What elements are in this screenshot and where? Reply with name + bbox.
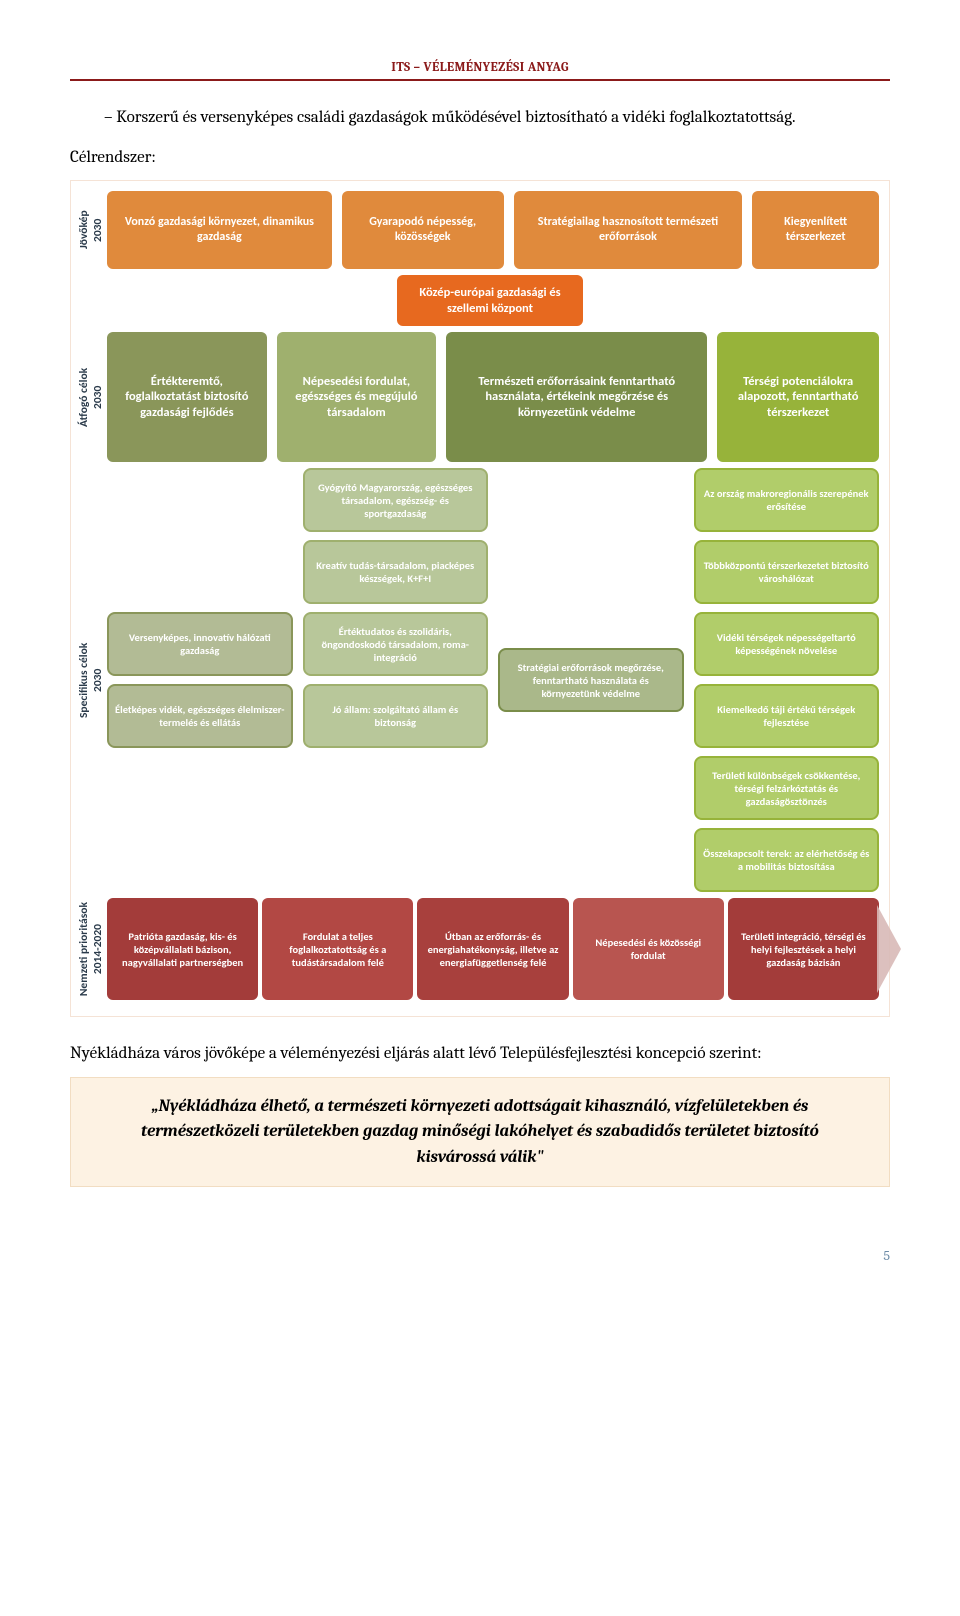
atfogo-box: Természeti erőforrásaink fenntartható ha… [446, 332, 707, 462]
page-number: 5 [70, 1247, 890, 1264]
specifikus-box: Többközpontú térszerkezetet biztosító vá… [694, 540, 880, 604]
specifikus-box: Kreatív tudás-társadalom, piacképes kész… [303, 540, 489, 604]
specifikus-box: Összekapcsolt terek: az elérhetőség és a… [694, 828, 880, 892]
specifikus-column: Versenyképes, innovatív hálózati gazdasá… [107, 468, 293, 892]
after-diagram-text: Nyékládháza város jövőképe a véleményezé… [70, 1041, 890, 1067]
row-label-atfogo: Átfogó célok 2030 [75, 332, 107, 462]
prior-box: Népesedési és közösségi fordulat [573, 898, 724, 1000]
celrendszer-diagram: Jövőkép 2030 Vonzó gazdasági környezet, … [70, 180, 890, 1017]
row-prioritasok: Nemzeti prioritások 2014-2020 Patrióta g… [75, 898, 879, 1000]
prior-box: Területi integráció, térségi és helyi fe… [728, 898, 879, 1000]
arrow-tip [877, 905, 901, 993]
row-jovokep: Jövőkép 2030 Vonzó gazdasági környezet, … [75, 191, 879, 269]
celrendszer-label: Célrendszer: [70, 145, 890, 171]
bullet-item: Korszerű és versenyképes családi gazdasá… [104, 105, 890, 131]
page-header: ITS – VÉLEMÉNYEZÉSI ANYAG [70, 60, 890, 75]
specifikus-box: Versenyképes, innovatív hálózati gazdasá… [107, 612, 293, 676]
specifikus-box: Jó állam: szolgáltató állam és biztonság [303, 684, 489, 748]
specifikus-box: Kiemelkedő táji értékű térségek fejleszt… [694, 684, 880, 748]
row-label-specifikus: Specifikus célok 2030 [75, 468, 107, 892]
prior-box: Patrióta gazdaság, kis- és középvállalat… [107, 898, 258, 1000]
bullet-list: Korszerű és versenyképes családi gazdasá… [104, 105, 890, 131]
highlight-quote: „Nyékládháza élhető, a természeti környe… [70, 1077, 890, 1188]
jovokep-box: Vonzó gazdasági környezet, dinamikus gaz… [107, 191, 332, 269]
specifikus-box: Értéktudatos és szolidáris, öngondoskodó… [303, 612, 489, 676]
specifikus-box: Életképes vidék, egészséges élelmiszer-t… [107, 684, 293, 748]
jovokep-box: Kiegyenlített térszerkezet [752, 191, 879, 269]
prior-box: Útban az erőforrás- és energiahatékonysá… [417, 898, 568, 1000]
specifikus-box: Stratégiai erőforrások megőrzése, fennta… [498, 648, 684, 712]
specifikus-box: Az ország makroregionális szerepének erő… [694, 468, 880, 532]
specifikus-box: Vidéki térségek népességeltartó képesség… [694, 612, 880, 676]
specifikus-column: Az ország makroregionális szerepének erő… [694, 468, 880, 892]
jovokep-box: Gyarapodó népesség, közösségek [342, 191, 504, 269]
jovokep-box: Stratégiailag hasznosított természeti er… [514, 191, 743, 269]
specifikus-column: Gyógyító Magyarország, egészséges társad… [303, 468, 489, 892]
specifikus-box: Területi különbségek csökkentése, térség… [694, 756, 880, 820]
center-hub-box: Közép-európai gazdasági és szellemi közp… [397, 275, 584, 326]
row-label-prior: Nemzeti prioritások 2014-2020 [75, 898, 107, 1000]
row-label-jovokep: Jövőkép 2030 [75, 191, 107, 269]
prior-box: Fordulat a teljes foglalkoztatottság és … [262, 898, 413, 1000]
row-center: . Közép-európai gazdasági és szellemi kö… [75, 275, 879, 326]
atfogo-box: Térségi potenciálokra alapozott, fenntar… [717, 332, 879, 462]
specifikus-box: Gyógyító Magyarország, egészséges társad… [303, 468, 489, 532]
highlight-text: „Nyékládháza élhető, a természeti környe… [141, 1097, 819, 1167]
atfogo-box: Népesedési fordulat, egészséges és megúj… [277, 332, 436, 462]
specifikus-column: Stratégiai erőforrások megőrzése, fennta… [498, 468, 684, 892]
header-rule [70, 79, 890, 81]
row-atfogo: Átfogó célok 2030 Értékteremtő, foglalko… [75, 332, 879, 462]
atfogo-box: Értékteremtő, foglalkoztatást biztosító … [107, 332, 267, 462]
row-specifikus: Specifikus célok 2030 Versenyképes, inno… [75, 468, 879, 892]
